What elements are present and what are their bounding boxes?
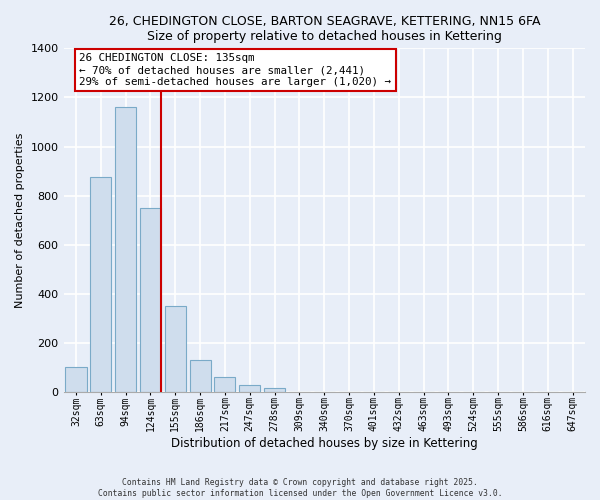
Bar <box>165 306 186 392</box>
Text: Contains HM Land Registry data © Crown copyright and database right 2025.
Contai: Contains HM Land Registry data © Crown c… <box>98 478 502 498</box>
X-axis label: Distribution of detached houses by size in Kettering: Distribution of detached houses by size … <box>171 437 478 450</box>
Y-axis label: Number of detached properties: Number of detached properties <box>15 132 25 308</box>
Bar <box>190 360 211 392</box>
Text: 26 CHEDINGTON CLOSE: 135sqm
← 70% of detached houses are smaller (2,441)
29% of : 26 CHEDINGTON CLOSE: 135sqm ← 70% of det… <box>79 54 391 86</box>
Bar <box>264 388 285 392</box>
Bar <box>140 208 161 392</box>
Title: 26, CHEDINGTON CLOSE, BARTON SEAGRAVE, KETTERING, NN15 6FA
Size of property rela: 26, CHEDINGTON CLOSE, BARTON SEAGRAVE, K… <box>109 15 540 43</box>
Bar <box>214 378 235 392</box>
Bar <box>90 177 112 392</box>
Bar <box>115 108 136 392</box>
Bar <box>65 368 86 392</box>
Bar <box>239 384 260 392</box>
